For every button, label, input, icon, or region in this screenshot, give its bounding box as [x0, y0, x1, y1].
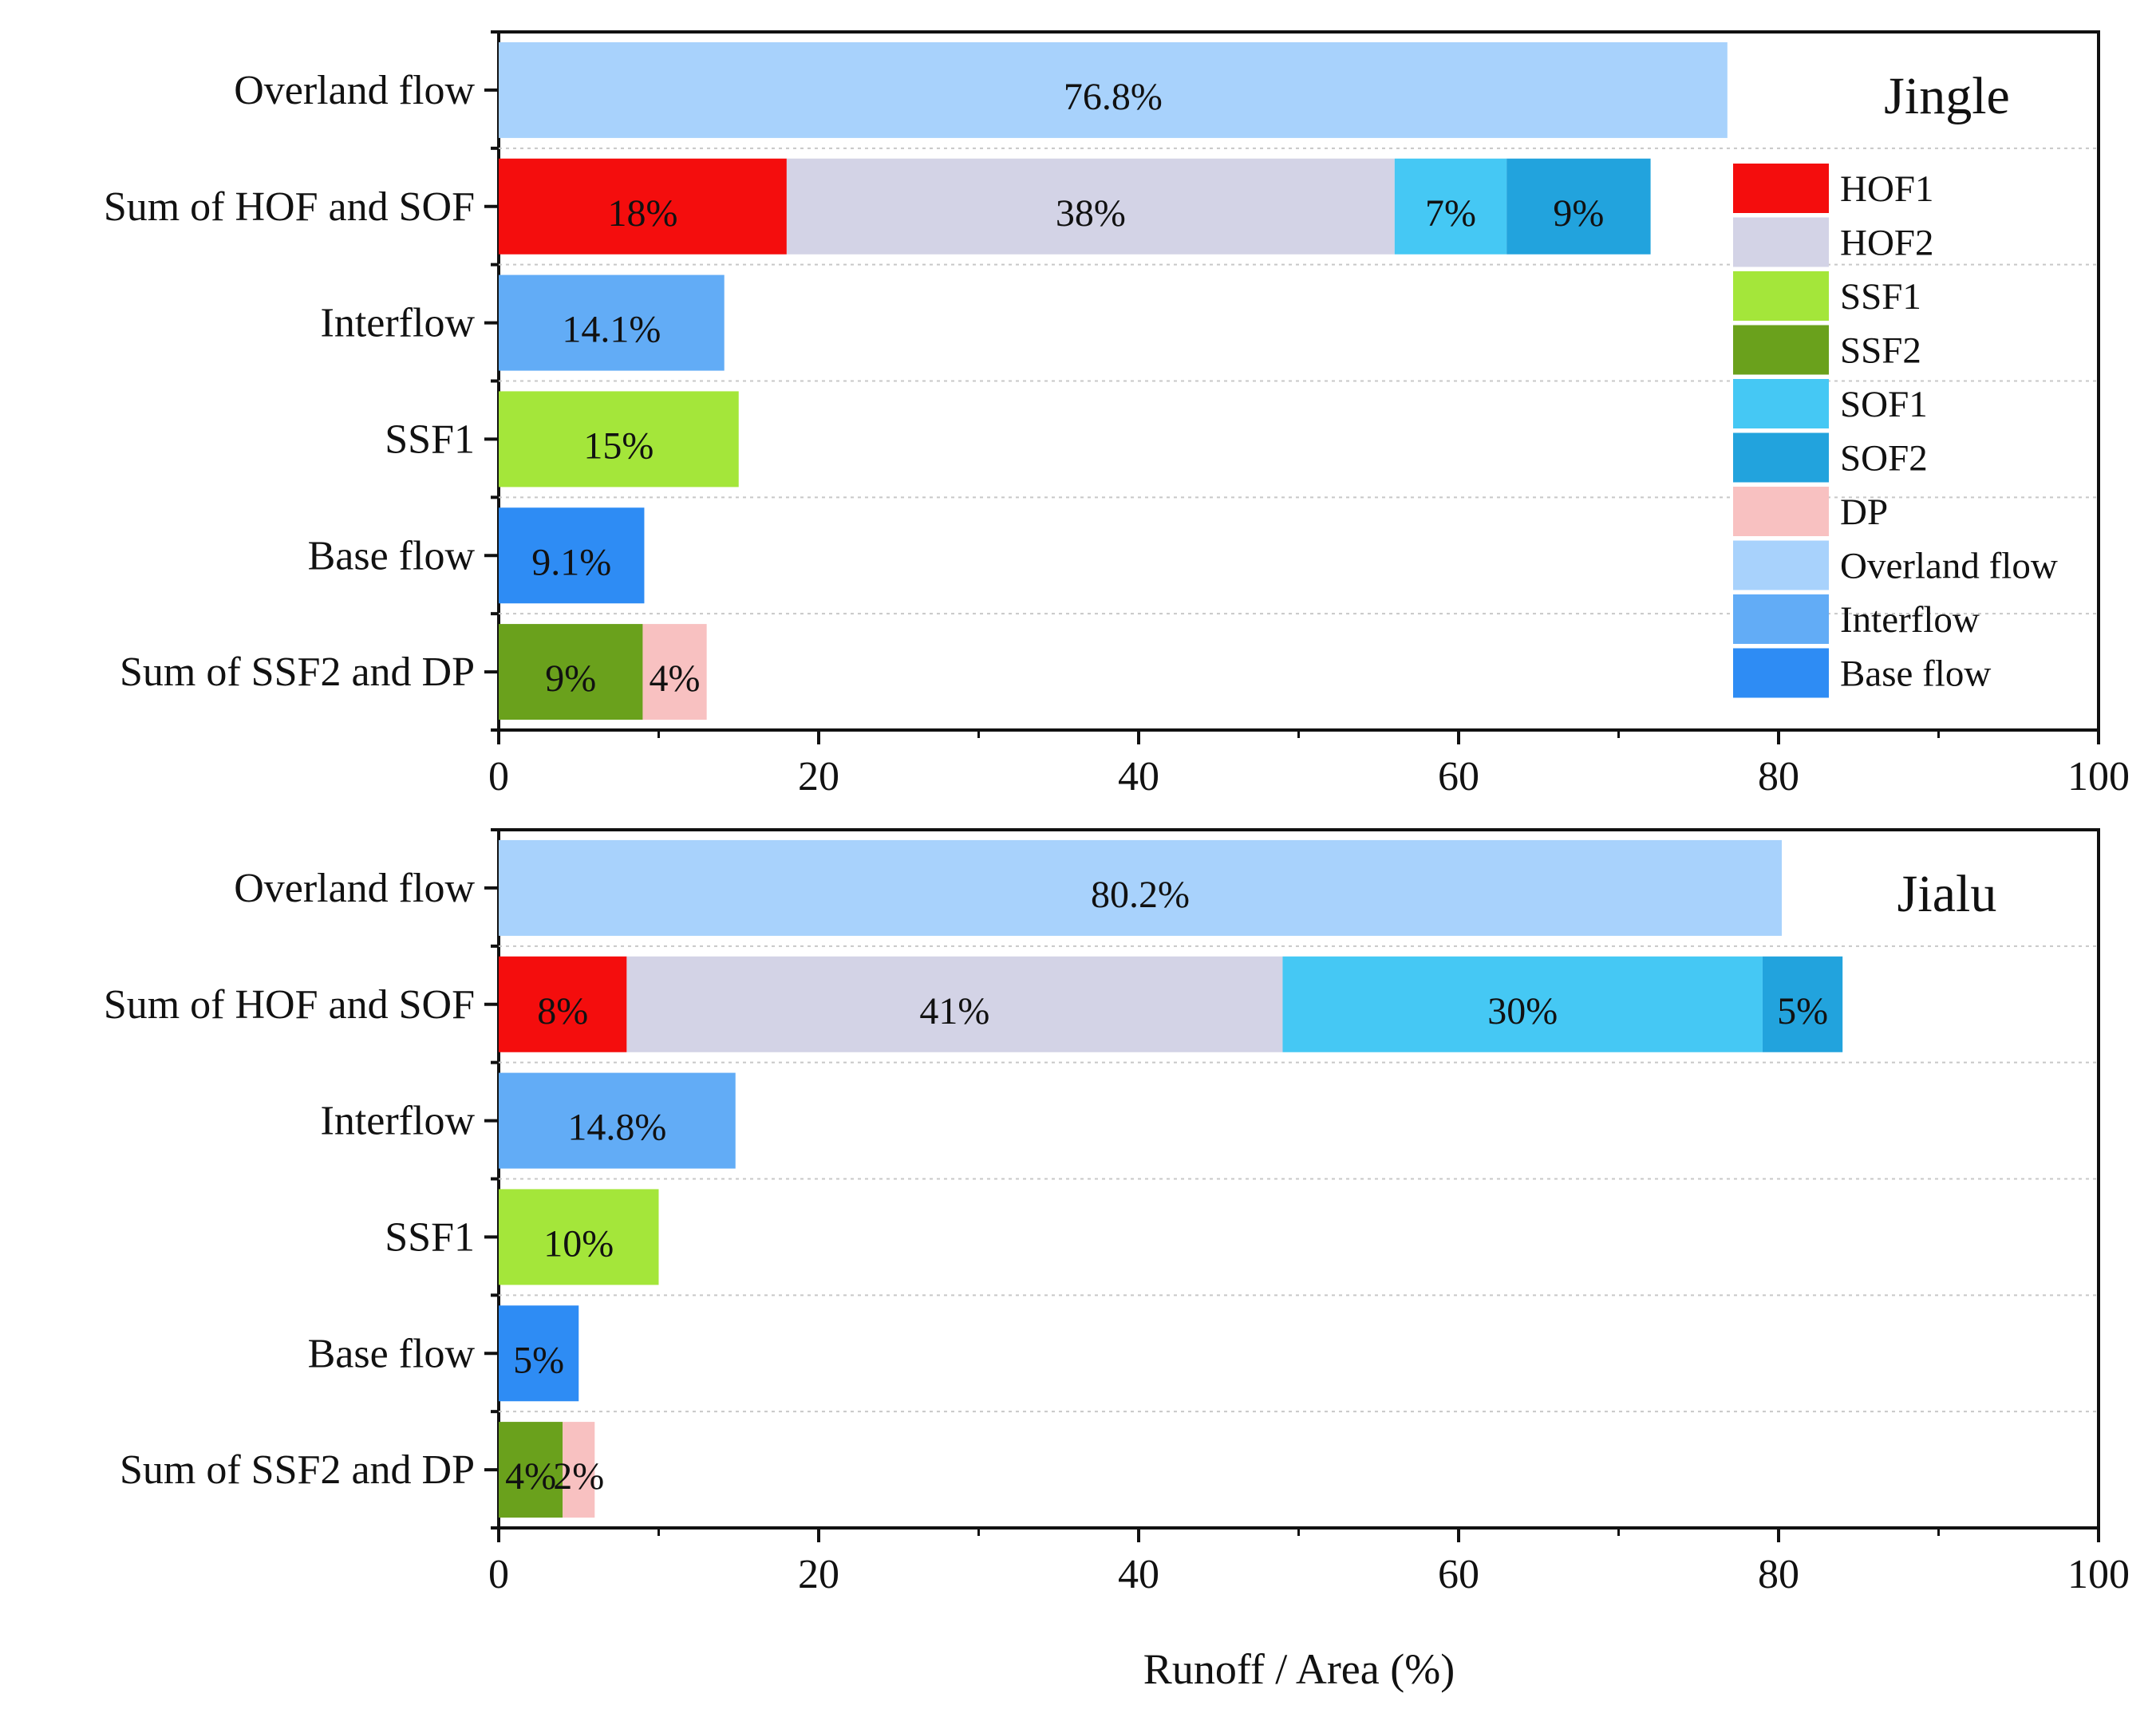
bar-sof1 — [1282, 956, 1763, 1052]
bar-interflow — [499, 1072, 736, 1169]
bar-overland-flow — [499, 41, 1728, 138]
panel-jingle: 76.8% Overland flow 18% 38% 7% 9% Sum of HOF a… — [104, 30, 2130, 799]
x-tick-label: 100 — [2067, 754, 2130, 799]
x-tick-label: 60 — [1438, 754, 1479, 799]
bar-value-label: 41% — [919, 990, 989, 1032]
bar-value-label: 10% — [543, 1222, 614, 1265]
legend-swatch-sof1 — [1733, 379, 1829, 428]
bar-hof1 — [499, 956, 627, 1052]
x-tick-label: 40 — [1118, 1552, 1159, 1597]
legend-label: DP — [1840, 491, 1888, 533]
bar-dp — [563, 1422, 595, 1518]
y-category-label: Interflow — [321, 1099, 476, 1144]
y-category-label: Sum of HOF and SOF — [104, 184, 475, 230]
x-tick-label: 20 — [798, 754, 839, 799]
legend-swatch-ssf2 — [1733, 325, 1829, 375]
panel-jialu: 80.2% Overland flow 8% 41% 30% 5% Sum of HOF a… — [104, 828, 2130, 1597]
x-tick-label: 40 — [1118, 754, 1159, 799]
legend-swatch-base-flow — [1733, 648, 1829, 698]
legend-swatch-sof2 — [1733, 432, 1829, 483]
legend: HOF1 HOF2 SSF1 SSF2 SOF1 SOF2 DP Overland flow I… — [1733, 164, 2058, 698]
x-tick-label: 0 — [488, 754, 509, 799]
legend-label: HOF2 — [1840, 223, 1934, 264]
bar-interflow — [499, 274, 725, 371]
legend-label: SOF1 — [1840, 384, 1928, 425]
x-axis-title: Runoff / Area (%) — [1143, 1645, 1455, 1693]
x-tick-label: 100 — [2067, 1552, 2130, 1597]
bar-base-flow — [499, 1305, 579, 1402]
bar-value-label: 2% — [553, 1455, 604, 1498]
bar-value-label: 14.1% — [562, 309, 661, 351]
legend-swatch-hof1 — [1733, 164, 1829, 213]
bar-hof2 — [786, 158, 1395, 255]
x-tick-label: 20 — [798, 1552, 839, 1597]
bar-sof2 — [1762, 956, 1843, 1052]
bar-value-label: 8% — [537, 990, 588, 1032]
bar-value-label: 5% — [1777, 990, 1828, 1032]
bar-value-label: 9.1% — [531, 541, 611, 583]
x-tick-label: 80 — [1758, 754, 1799, 799]
legend-label: Interflow — [1840, 599, 1980, 641]
legend-label: SOF2 — [1840, 438, 1928, 480]
x-tick-label: 0 — [488, 1552, 509, 1597]
y-category-label: Sum of SSF2 and DP — [120, 1447, 475, 1493]
y-category-label: Overland flow — [234, 68, 475, 113]
bar-value-label: 9% — [1553, 192, 1604, 235]
bar-value-label: 18% — [607, 192, 677, 235]
legend-swatch-interflow — [1733, 594, 1829, 644]
bar-ssf1 — [499, 391, 739, 487]
y-category-label: Base flow — [308, 1331, 476, 1376]
bar-base-flow — [499, 507, 645, 604]
x-tick-label: 60 — [1438, 1552, 1479, 1597]
legend-label: HOF1 — [1840, 168, 1934, 210]
y-category-label: SSF1 — [385, 1214, 475, 1260]
bar-value-label: 80.2% — [1091, 874, 1190, 916]
bar-value-label: 38% — [1056, 192, 1126, 235]
bar-value-label: 4% — [505, 1455, 556, 1498]
bar-ssf2 — [499, 1422, 563, 1518]
legend-label: SSF2 — [1840, 330, 1921, 372]
legend-label: Overland flow — [1840, 546, 2058, 587]
y-category-label: Interflow — [321, 301, 476, 346]
bar-overland-flow — [499, 839, 1783, 936]
bar-value-label: 4% — [650, 657, 701, 700]
bar-value-label: 9% — [545, 657, 596, 700]
bar-sof1 — [1394, 158, 1507, 255]
legend-label: Base flow — [1840, 653, 1991, 695]
legend-label: SSF1 — [1840, 276, 1921, 318]
bar-value-label: 5% — [513, 1339, 564, 1381]
y-category-label: SSF1 — [385, 416, 475, 462]
y-category-label: Base flow — [308, 533, 476, 578]
bar-value-label: 15% — [583, 424, 654, 467]
bar-sof2 — [1506, 158, 1651, 255]
bar-value-label: 7% — [1425, 192, 1476, 235]
y-category-label: Overland flow — [234, 866, 475, 911]
panel-title: Jialu — [1897, 865, 1997, 923]
panel-title: Jingle — [1884, 67, 2010, 125]
y-category-label: Sum of HOF and SOF — [104, 982, 475, 1028]
y-category-label: Sum of SSF2 and DP — [120, 649, 475, 695]
bar-value-label: 76.8% — [1064, 76, 1163, 118]
bar-value-label: 30% — [1487, 990, 1558, 1032]
legend-swatch-hof2 — [1733, 217, 1829, 267]
legend-swatch-ssf1 — [1733, 271, 1829, 321]
legend-swatch-overland-flow — [1733, 540, 1829, 590]
bar-ssf1 — [499, 1189, 659, 1285]
bar-hof1 — [499, 158, 787, 255]
bar-dp — [642, 624, 707, 720]
bar-hof2 — [626, 956, 1283, 1052]
bar-value-label: 14.8% — [567, 1107, 666, 1149]
bar-ssf2 — [499, 624, 643, 720]
x-tick-label: 80 — [1758, 1552, 1799, 1597]
legend-swatch-dp — [1733, 487, 1829, 536]
